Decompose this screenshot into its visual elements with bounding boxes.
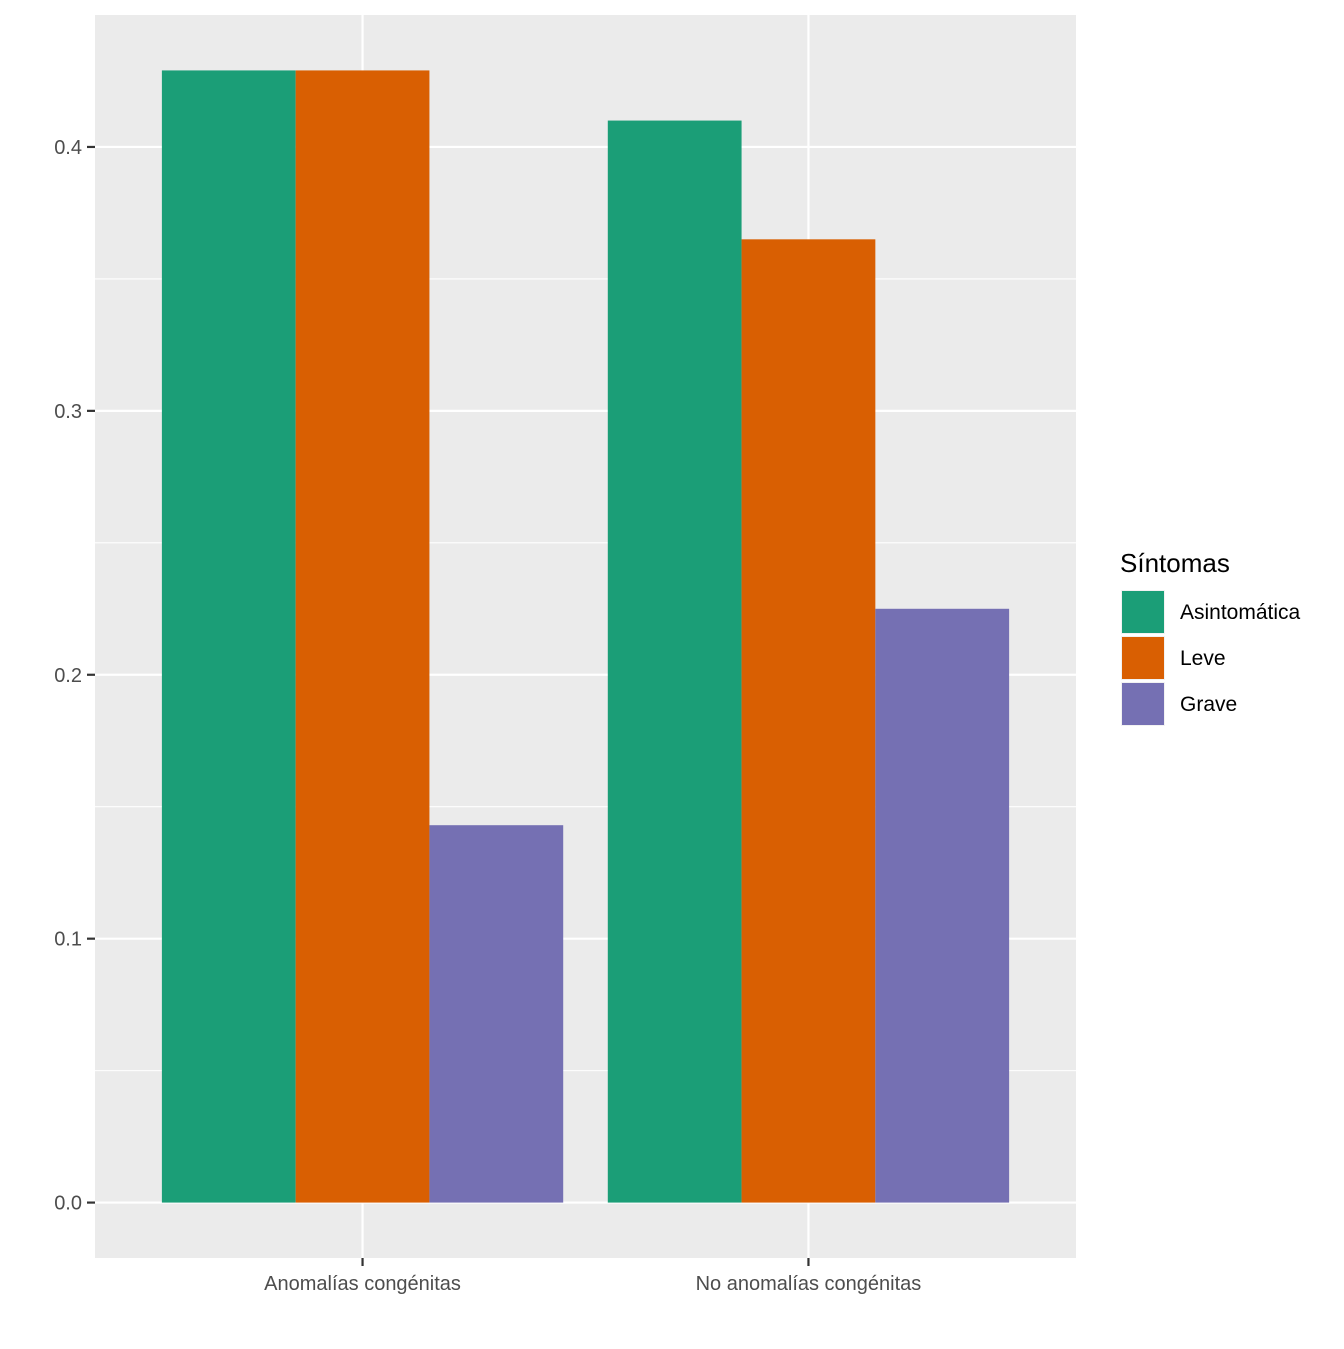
bar-grave-1 (429, 825, 564, 1203)
bar-leve-2 (741, 239, 876, 1203)
x-axis: Anomalías congénitas No anomalías congéni… (264, 1258, 921, 1295)
legend-label: Grave (1180, 693, 1237, 716)
bar-leve-1 (295, 70, 430, 1203)
y-tick-label: 0.4 (54, 137, 82, 159)
y-tick-label: 0.1 (54, 929, 82, 951)
legend-label: Leve (1180, 647, 1226, 670)
legend-label: Asintomática (1180, 601, 1301, 624)
bar-asintom-tica-1 (161, 70, 296, 1203)
legend-title: Síntomas (1120, 548, 1230, 578)
x-tick-label: No anomalías congénitas (696, 1273, 922, 1295)
legend-swatch-grave (1122, 683, 1164, 725)
x-tick-label: Anomalías congénitas (264, 1273, 461, 1295)
y-tick-label: 0.2 (54, 665, 82, 687)
y-axis: 0.0 0.1 0.2 0.3 0.4 (54, 137, 95, 1215)
y-tick-label: 0.0 (54, 1193, 82, 1215)
legend-swatch-asintom-tica (1122, 591, 1164, 633)
legend-swatch-leve (1122, 637, 1164, 679)
bar-grave-2 (875, 608, 1010, 1203)
y-tick-label: 0.3 (54, 401, 82, 423)
bars (161, 70, 1010, 1203)
bar-asintom-tica-2 (607, 120, 742, 1203)
legend: Síntomas Asintomática Leve Grave (1120, 548, 1301, 726)
